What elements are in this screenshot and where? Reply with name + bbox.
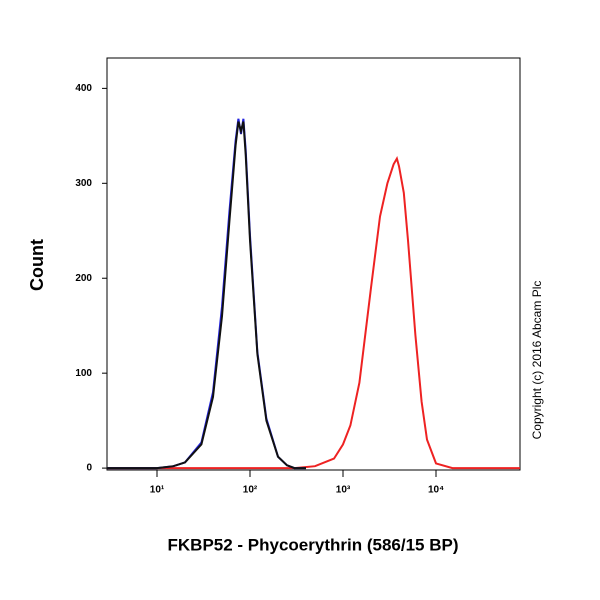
y-tick-label: 300 — [75, 178, 92, 189]
x-tick-label: 10² — [243, 485, 258, 496]
x-tick-label: 10¹ — [150, 485, 165, 496]
y-tick-label: 0 — [86, 463, 92, 474]
histogram-line — [107, 118, 306, 470]
histogram-line — [107, 121, 306, 470]
y-axis-label: Count — [27, 239, 47, 291]
y-tick-label: 400 — [75, 83, 92, 94]
x-axis-label: FKBP52 - Phycoerythrin (586/15 BP) — [168, 535, 459, 554]
y-tick-label: 100 — [75, 368, 92, 379]
x-tick-label: 10³ — [336, 485, 351, 496]
histogram-line — [107, 156, 520, 470]
plot-frame — [106, 57, 521, 471]
x-tick-label: 10⁴ — [428, 485, 444, 496]
copyright: Copyright (c) 2016 Abcam Plc — [530, 281, 544, 440]
y-tick-label: 200 — [75, 273, 92, 284]
